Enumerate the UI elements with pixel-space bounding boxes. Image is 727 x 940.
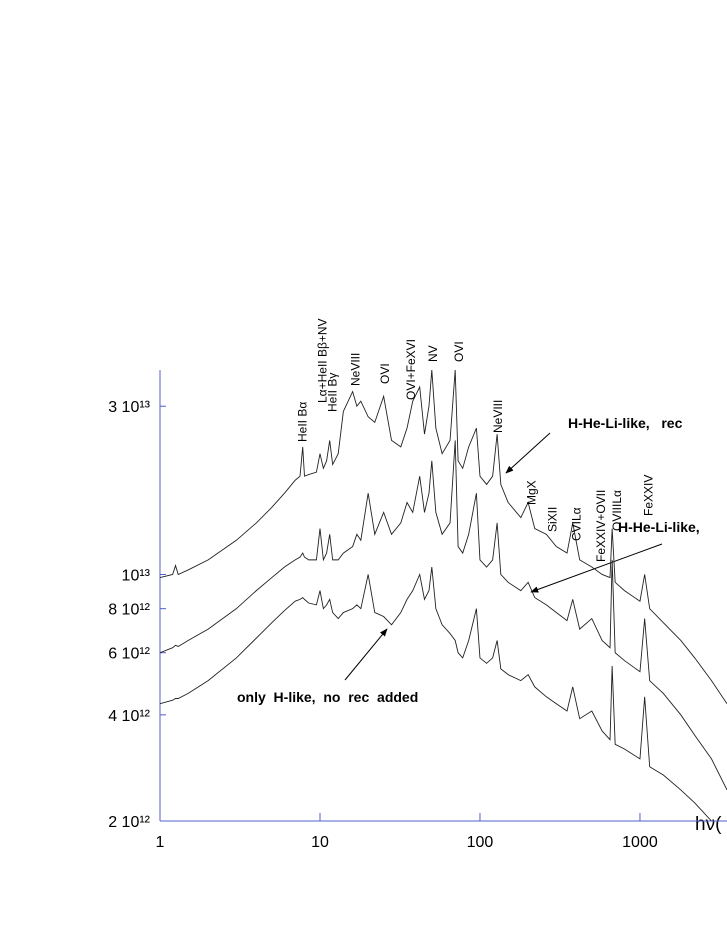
series-label: H-He-Li-like, rec — [568, 415, 683, 431]
y-tick-label: 4 10¹² — [108, 708, 150, 725]
arrow — [530, 543, 663, 593]
y-tick-label: 6 10¹² — [108, 646, 150, 663]
y-tick-label: 2 10¹² — [108, 814, 150, 831]
line-annotation: OVI — [378, 363, 392, 384]
x-axis-label: hν( — [695, 814, 722, 835]
spectrum-line — [160, 370, 727, 705]
series-label: only H-like, no rec added — [237, 689, 418, 705]
line-annotation: MgX — [525, 480, 539, 505]
spectrum-line — [160, 440, 727, 791]
y-tick-label: 10¹³ — [122, 567, 151, 584]
line-annotation: OVIIILα — [610, 490, 624, 531]
line-annotation: HeII Bα — [296, 402, 310, 442]
series-label: H-He-Li-like, — [618, 519, 700, 535]
x-tick-label: 1000 — [622, 834, 658, 851]
plot-area — [160, 370, 727, 821]
line-annotation: NV — [426, 345, 440, 362]
line-annotation: NeVIII — [349, 353, 363, 386]
line-annotation: NeVIII — [491, 400, 505, 433]
x-tick-label: 10 — [311, 834, 329, 851]
line-annotation: FeXXIV+OVII — [594, 490, 608, 562]
line-annotation: OVI — [452, 341, 466, 362]
line-annotation: FeXXIV — [641, 475, 655, 516]
x-tick-label: 100 — [467, 834, 494, 851]
line-annotation: Lα+HeII Bβ+NV — [316, 318, 330, 403]
line-annotation: OVI+FeXVI — [404, 339, 418, 400]
y-tick-label: 8 10¹² — [108, 602, 150, 619]
line-annotation: CVILα — [569, 507, 583, 541]
arrow — [344, 628, 388, 681]
line-annotation: HeII Bγ — [326, 373, 340, 412]
y-tick-label: 3 10¹³ — [108, 399, 150, 416]
x-tick-label: 1 — [156, 834, 165, 851]
line-annotation: SiXII — [546, 507, 560, 532]
spectrum-line — [160, 566, 713, 821]
arrow — [505, 432, 551, 474]
